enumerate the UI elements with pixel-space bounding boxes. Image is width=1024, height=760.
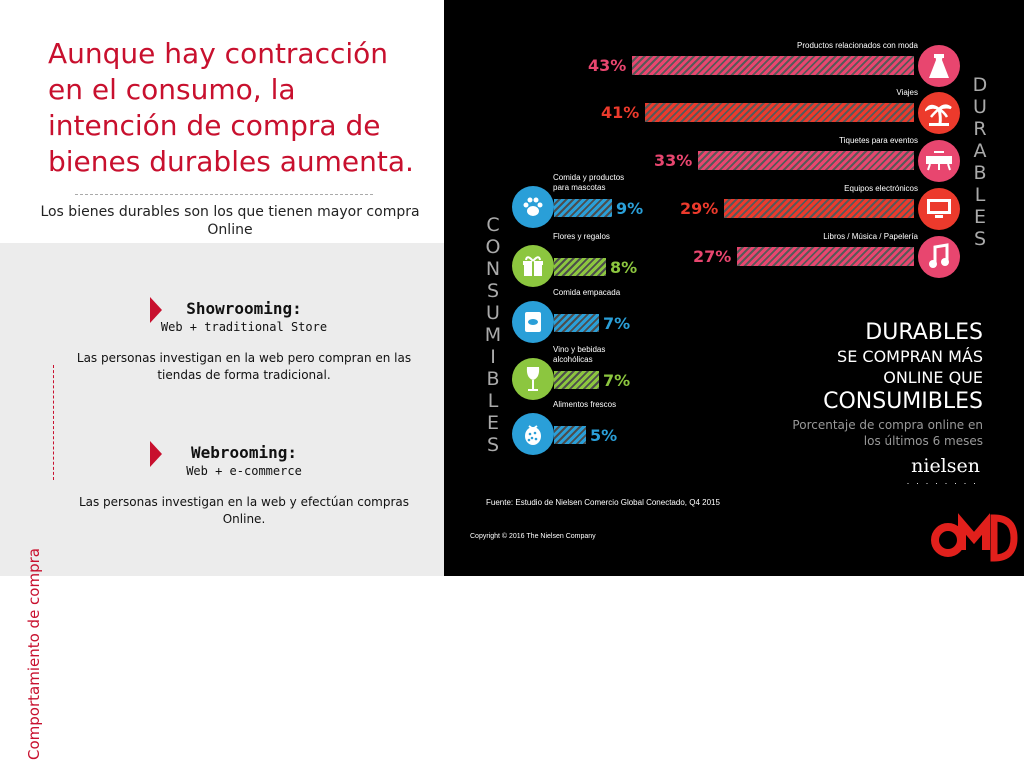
consumible-value: 5% xyxy=(590,426,618,445)
vertical-letter: E xyxy=(973,206,986,228)
wine-glass-icon xyxy=(512,358,554,400)
music-note-icon xyxy=(918,236,960,278)
vertical-letter: A xyxy=(973,140,987,162)
vertical-letter: L xyxy=(487,390,499,412)
vertical-letter: S xyxy=(486,434,500,456)
left-panel: Aunque hay contracción en el consumo, la… xyxy=(0,0,444,760)
headline-line-3: ONLINE QUE xyxy=(883,368,983,387)
durable-value: 29% xyxy=(680,199,719,218)
caption-line-1: Porcentaje de compra online en xyxy=(792,418,983,432)
dress-icon xyxy=(918,45,960,87)
vertical-letter: B xyxy=(486,368,500,390)
vertical-letter: M xyxy=(484,324,502,346)
showrooming-subtitle: Web + traditional Store xyxy=(160,320,328,334)
vertical-letter: C xyxy=(486,214,500,236)
divider xyxy=(75,194,373,195)
consumible-value: 9% xyxy=(616,199,644,218)
durable-value: 41% xyxy=(601,103,640,122)
webrooming-description: Las personas investigan en la web y efec… xyxy=(78,495,410,526)
showrooming-arrow-icon xyxy=(150,297,162,323)
durable-bar xyxy=(632,56,914,75)
vertical-letter: D xyxy=(972,74,988,96)
paw-icon xyxy=(512,186,554,228)
vertical-letter: L xyxy=(974,184,986,206)
headline: Aunque hay contracción en el consumo, la… xyxy=(48,37,414,178)
vertical-letter: I xyxy=(490,346,496,368)
durable-value: 33% xyxy=(654,151,693,170)
consumible-value: 8% xyxy=(610,258,638,277)
showrooming-title: Showrooming: xyxy=(186,299,302,318)
webrooming-arrow-icon xyxy=(150,441,162,467)
source-text: Fuente: Estudio de Nielsen Comercio Glob… xyxy=(486,498,720,507)
tickets-icon xyxy=(918,140,960,182)
durable-label: Productos relacionados con moda xyxy=(797,41,918,50)
nielsen-brand: nielsen xyxy=(911,455,980,477)
durable-label: Equipos electrónicos xyxy=(844,184,918,193)
consumible-bar xyxy=(554,371,599,389)
durable-bar xyxy=(645,103,914,122)
durable-label: Libros / Música / Papelería xyxy=(823,232,918,241)
headline-durables: DURABLES xyxy=(865,320,983,345)
consumible-label: Alimentos frescos xyxy=(553,400,617,409)
copyright-text: Copyright © 2016 The Nielsen Company xyxy=(470,533,596,540)
headline-consumibles: CONSUMIBLES xyxy=(823,389,983,414)
durable-bar xyxy=(698,151,914,170)
showrooming-description: Las personas investigan en la web pero c… xyxy=(76,351,412,382)
vertical-letter: E xyxy=(486,412,499,434)
consumible-bar xyxy=(554,426,586,444)
subtitle: Los bienes durables son los que tienen m… xyxy=(40,204,420,238)
headline-line-2: SE COMPRAN MÁS xyxy=(837,347,983,366)
vertical-dashed-line xyxy=(53,365,54,480)
consumible-bar xyxy=(554,258,606,276)
vertical-letter: U xyxy=(973,96,987,118)
can-icon xyxy=(512,301,554,343)
durable-bar xyxy=(724,199,914,218)
behaviour-section: Comportamiento de compra Showrooming: We… xyxy=(0,243,444,760)
webrooming-title: Webrooming: xyxy=(191,443,297,462)
consumible-label: Comida empacada xyxy=(553,288,621,297)
consumible-value: 7% xyxy=(603,314,631,333)
durable-label: Viajes xyxy=(896,88,918,97)
vertical-label: Comportamiento de compra xyxy=(25,548,43,760)
webrooming-subtitle: Web + e-commerce xyxy=(186,464,302,478)
vertical-letter: S xyxy=(486,280,500,302)
vertical-letter: S xyxy=(973,228,987,250)
vertical-letter: U xyxy=(486,302,500,324)
vertical-letter: O xyxy=(485,236,501,258)
durable-bar xyxy=(737,247,914,266)
caption-line-2: los últimos 6 meses xyxy=(863,434,983,448)
monitor-icon xyxy=(918,188,960,230)
durable-label: Tiquetes para eventos xyxy=(839,136,918,145)
vertical-letter: N xyxy=(485,258,501,280)
vertical-letter: R xyxy=(973,118,987,140)
durable-value: 43% xyxy=(588,56,627,75)
omd-logo xyxy=(928,508,1018,563)
palm-tree-icon xyxy=(918,92,960,134)
durable-value: 27% xyxy=(693,247,732,266)
consumible-label: Comida y productos para mascotas xyxy=(553,173,625,192)
vertical-letter: B xyxy=(973,162,987,184)
gift-icon xyxy=(512,245,554,287)
consumible-label: Vino y bebidas alcohólicas xyxy=(553,345,606,364)
consumible-bar xyxy=(554,199,612,217)
consumible-value: 7% xyxy=(603,371,631,390)
berry-icon xyxy=(512,413,554,455)
consumible-label: Flores y regalos xyxy=(553,232,610,241)
nielsen-dots: · · · · · · · · xyxy=(906,478,978,488)
consumible-bar xyxy=(554,314,599,332)
